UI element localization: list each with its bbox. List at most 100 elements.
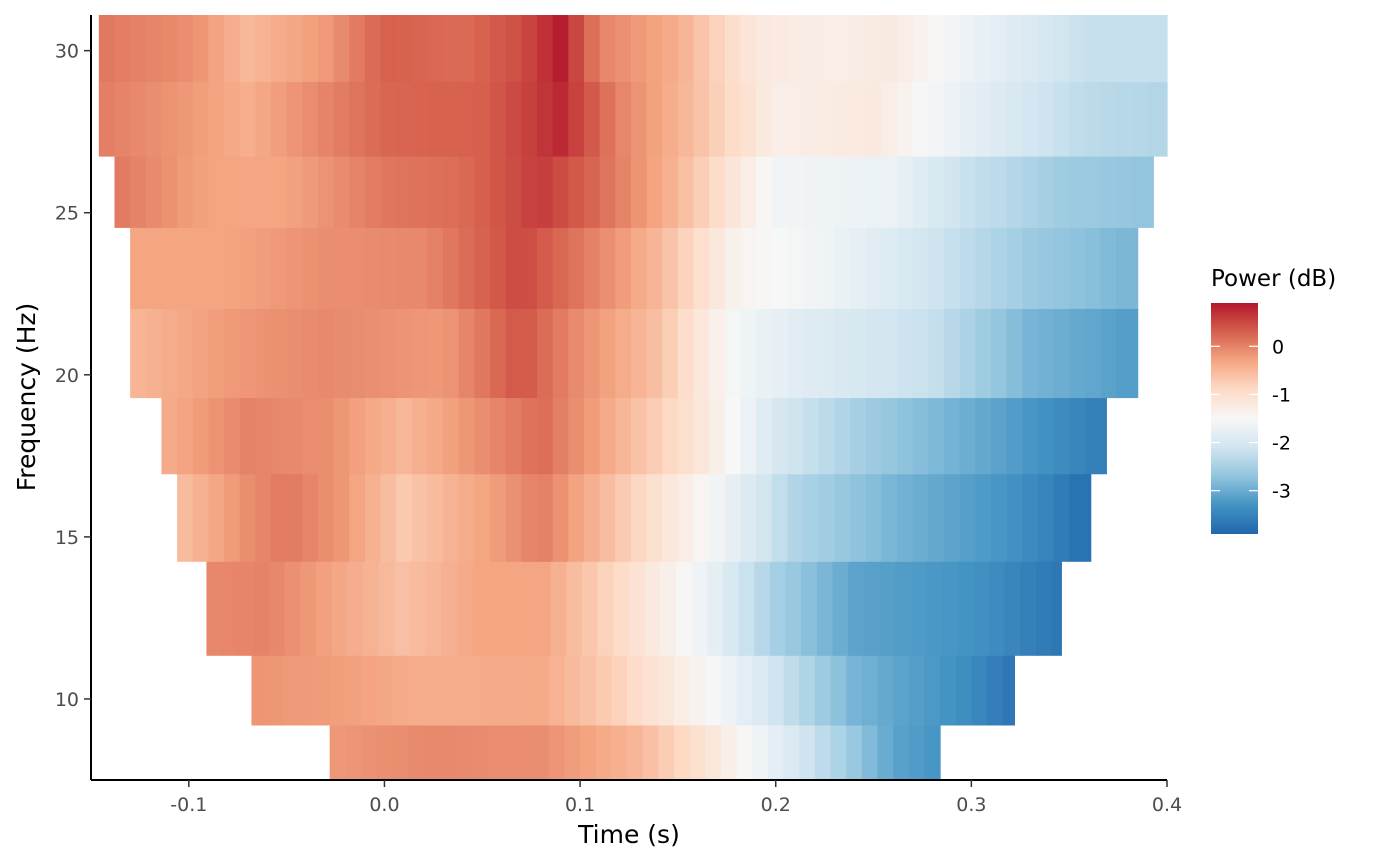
heatmap-cell (458, 308, 476, 399)
heatmap-cell (662, 156, 679, 228)
heatmap-cell (380, 227, 397, 309)
heatmap-cell (971, 655, 988, 726)
heatmap-cell (787, 156, 804, 228)
heatmap-cell (787, 227, 804, 309)
heatmap-cell (192, 473, 209, 562)
heatmap-cell (1100, 81, 1117, 157)
heatmap-cell (818, 397, 836, 475)
legend-tick-label: -3 (1272, 481, 1291, 503)
heatmap-cell (912, 227, 929, 309)
heatmap-cell (928, 308, 945, 399)
heatmap-cell (1131, 81, 1149, 157)
heatmap-cell (550, 561, 567, 656)
heatmap-cell (224, 473, 241, 562)
heatmap-cell (705, 655, 722, 726)
heatmap-cell (130, 15, 147, 83)
heatmap-cell (443, 81, 460, 157)
heatmap-cell (910, 561, 927, 656)
heatmap-cell (222, 561, 239, 656)
heatmap-cell (270, 308, 288, 399)
heatmap-cell (396, 308, 413, 399)
heatmap-cell (644, 561, 661, 656)
heatmap-cell (1100, 15, 1117, 83)
heatmap-cell (897, 81, 914, 157)
heatmap-cell (396, 397, 413, 475)
heatmap-cell (521, 397, 538, 475)
heatmap-cell (411, 473, 429, 562)
heatmap-cell (771, 308, 789, 399)
heatmap-cell (988, 561, 1006, 656)
heatmap-cell (740, 156, 757, 228)
heatmap-cell (584, 397, 601, 475)
heatmap-cell (850, 308, 867, 399)
legend-colorbar (1211, 303, 1258, 534)
heatmap-cell (458, 156, 476, 228)
heatmap-cell (302, 156, 319, 228)
heatmap-cell (630, 81, 648, 157)
heatmap-cell (470, 724, 487, 781)
heatmap-cell (865, 473, 882, 562)
heatmap-cell (407, 724, 425, 781)
heatmap-cell (814, 724, 832, 781)
heatmap-cell (595, 655, 612, 726)
heatmap-cell (990, 156, 1008, 228)
heatmap-cell (674, 655, 691, 726)
heatmap-cell (224, 15, 241, 83)
heatmap-cell (302, 81, 319, 157)
heatmap-cell (850, 227, 867, 309)
heatmap-cell (848, 561, 865, 656)
heatmap-cell (928, 15, 945, 83)
heatmap-cell (208, 81, 225, 157)
heatmap-cell (333, 308, 350, 399)
heatmap-cell (161, 227, 178, 309)
heatmap-cells (98, 15, 1168, 781)
heatmap-cell (427, 81, 444, 157)
heatmap-cell (990, 15, 1008, 83)
heatmap-cell (740, 81, 757, 157)
heatmap-cell (599, 473, 616, 562)
heatmap-cell (924, 655, 941, 726)
heatmap-cell (456, 561, 474, 656)
heatmap-cell (642, 724, 659, 781)
heatmap-cell (505, 473, 522, 562)
heatmap-cell (693, 156, 710, 228)
heatmap-cell (912, 397, 929, 475)
heatmap-cell (881, 227, 898, 309)
heatmap-cell (394, 561, 411, 656)
heatmap-cell (1100, 308, 1117, 399)
heatmap-cell (317, 397, 335, 475)
heatmap-cell (1116, 81, 1133, 157)
heatmap-cell (302, 397, 319, 475)
heatmap-cell (177, 15, 194, 83)
heatmap-cell (329, 655, 346, 726)
heatmap-cell (439, 724, 456, 781)
heatmap-cell (613, 561, 630, 656)
heatmap-cell (411, 156, 429, 228)
heatmap-cell (302, 227, 319, 309)
heatmap-cell (877, 655, 894, 726)
heatmap-cell (505, 81, 522, 157)
heatmap-cell (519, 561, 536, 656)
heatmap-cell (801, 561, 818, 656)
heatmap-cell (865, 397, 882, 475)
heatmap-cell (846, 655, 863, 726)
heatmap-cell (192, 81, 209, 157)
heatmap-cell (646, 81, 663, 157)
heatmap-cell (709, 15, 726, 83)
heatmap-cell (720, 724, 738, 781)
heatmap-cell (376, 655, 393, 726)
legend-tick-label: -1 (1272, 384, 1291, 406)
heatmap-cell (501, 724, 519, 781)
heatmap-cell (177, 397, 194, 475)
heatmap-cell (253, 561, 270, 656)
heatmap-cell (959, 15, 976, 83)
heatmap-cell (224, 227, 241, 309)
x-axis-ticks: -0.1 0.0 0.1 0.2 0.3 0.4 (170, 780, 1182, 816)
heatmap-cell (629, 561, 646, 656)
heatmap-cell (208, 473, 225, 562)
heatmap-cell (646, 397, 663, 475)
heatmap-cell (490, 397, 507, 475)
heatmap-cell (1084, 227, 1102, 309)
heatmap-cell (693, 397, 710, 475)
heatmap-cell (1147, 81, 1168, 157)
